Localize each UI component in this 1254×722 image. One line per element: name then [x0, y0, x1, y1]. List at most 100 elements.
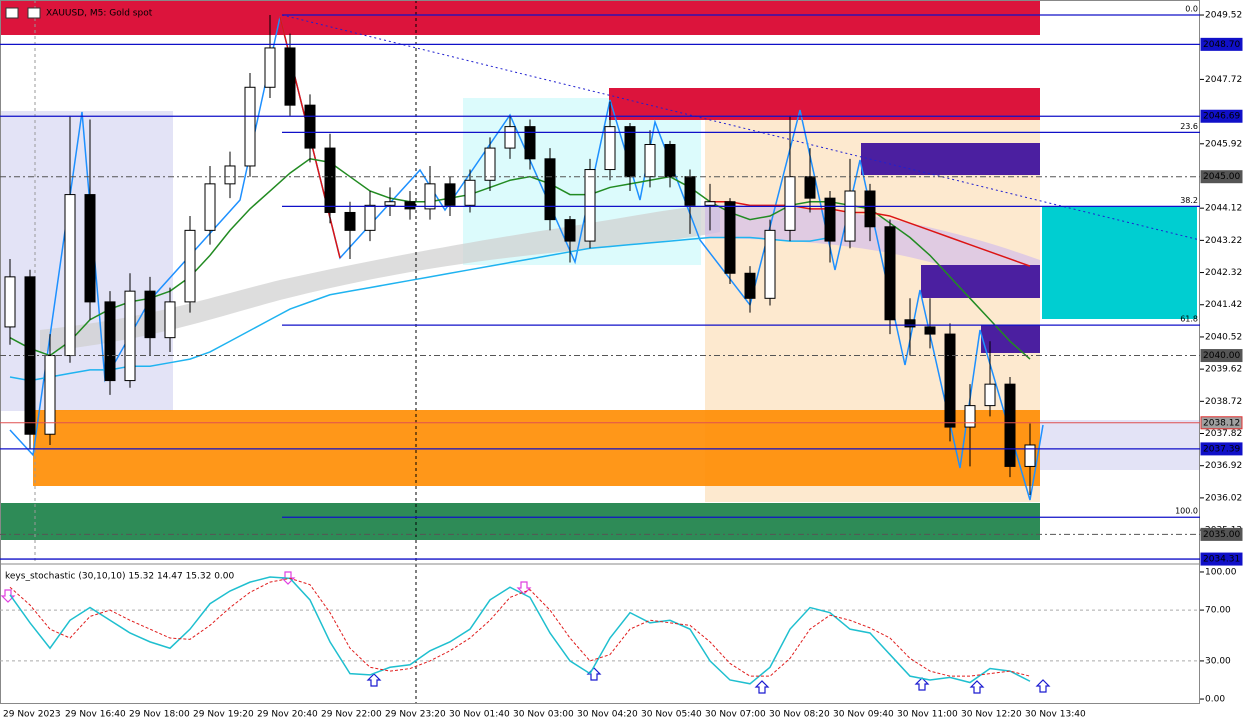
zone [0, 503, 1040, 540]
x-tick-label: 30 Nov 12:20 [961, 710, 1022, 720]
x-tick-label: 30 Nov 13:40 [1025, 710, 1086, 720]
candle-body [604, 126, 616, 171]
candle-body [184, 229, 196, 303]
indicator-title: keys_stochastic (30,10,10) 15.32 14.47 1… [5, 572, 235, 582]
level-box [1200, 552, 1243, 566]
series-line [9, 577, 1031, 677]
x-tick-label: 30 Nov 01:40 [449, 710, 510, 720]
fib-label: 61.8 [1180, 315, 1198, 324]
level-label: 2037.39 [1203, 444, 1240, 454]
y-tick-label: 2038.72 [1205, 397, 1242, 407]
y-tick-label: 2049.52 [1205, 11, 1242, 21]
x-tick-label: 29 Nov 22:00 [321, 710, 382, 720]
x-tick-label: 30 Nov 09:40 [833, 710, 894, 720]
y-tick-label: 2036.02 [1205, 493, 1242, 503]
y-tick-label: 2047.72 [1205, 75, 1242, 85]
fib-label: 23.6 [1180, 122, 1198, 131]
zone [1040, 420, 1200, 470]
y-tick-label: 2040.52 [1205, 332, 1242, 342]
candle-body [64, 194, 76, 357]
fib-label: 38.2 [1180, 196, 1198, 205]
candle-body [424, 183, 436, 210]
candle-body [224, 165, 236, 185]
candle-body [384, 201, 396, 206]
candle-body [364, 204, 376, 231]
x-tick-label: 30 Nov 07:00 [705, 710, 766, 720]
candle-body [484, 147, 496, 181]
zone [1042, 207, 1197, 319]
candle-body [164, 301, 176, 339]
candle-body [624, 126, 636, 178]
y-tick-label: 30.00 [1205, 656, 1231, 666]
candle-body [744, 272, 756, 299]
x-tick-label: 29 Nov 20:40 [257, 710, 318, 720]
candle-body [124, 290, 136, 382]
candle-body [684, 176, 696, 206]
candle-body [664, 144, 676, 178]
arrow-up [1035, 679, 1051, 693]
x-tick-label: 30 Nov 04:20 [577, 710, 638, 720]
zone [33, 410, 1040, 486]
arrow-up [969, 680, 985, 694]
header: XAUUSD, M5: Gold spot [5, 7, 153, 19]
y-tick-label: 2045.92 [1205, 139, 1242, 149]
y-tick-label: 100.00 [1205, 567, 1237, 577]
level-box [1200, 416, 1243, 430]
level-label: 2040.00 [1203, 351, 1240, 361]
candle-body [404, 201, 416, 210]
candle-body [504, 126, 516, 149]
candle-body [204, 183, 216, 231]
candle-body [564, 219, 576, 242]
y-tick-label: 70.00 [1205, 606, 1231, 616]
candle-body [864, 190, 876, 228]
candle-body [824, 197, 836, 242]
arrow-up [754, 680, 770, 694]
zone [921, 265, 1040, 298]
level-label: 2048.70 [1203, 40, 1240, 50]
x-tick-label: 29 Nov 23:20 [385, 710, 446, 720]
candle-body [1024, 444, 1036, 467]
level-label: 2035.00 [1203, 530, 1240, 540]
x-tick-label: 29 Nov 19:20 [193, 710, 254, 720]
y-tick-label: 2036.92 [1205, 461, 1242, 471]
x-tick-label: 29 Nov 18:00 [129, 710, 190, 720]
candle-body [264, 47, 276, 88]
series-line [9, 236, 831, 382]
candle-body [444, 183, 456, 206]
level-label: 2046.69 [1203, 112, 1240, 122]
candle-body [104, 301, 116, 382]
plot-border [0, 0, 1200, 704]
candle-body [544, 158, 556, 221]
candle-body [884, 226, 896, 321]
y-tick-label: 2044.12 [1205, 204, 1242, 214]
icon [5, 7, 19, 19]
level-box [1200, 170, 1243, 184]
level-label: 2045.00 [1203, 172, 1240, 182]
y-tick-label: 2043.22 [1205, 236, 1242, 246]
arrow-down [0, 589, 16, 603]
candle-body [84, 194, 96, 303]
icon [27, 7, 41, 19]
candle-body [524, 126, 536, 160]
level-box [1200, 109, 1243, 123]
level-box [1200, 527, 1243, 541]
level-box [1200, 37, 1243, 51]
candle-body [964, 405, 976, 428]
candle-body [764, 229, 776, 299]
candle-body [44, 355, 56, 435]
candle-body [464, 179, 476, 206]
candle-body [944, 333, 956, 428]
candle-body [304, 104, 316, 149]
x-tick-label: 30 Nov 03:00 [513, 710, 574, 720]
level-box [1200, 349, 1243, 363]
candle-body [724, 201, 736, 274]
fib-label: 0.0 [1185, 5, 1198, 14]
candle-body [904, 319, 916, 328]
y-tick-label: 0.00 [1205, 695, 1225, 705]
fib-label: 100.0 [1175, 507, 1198, 516]
y-tick-label: 2042.32 [1205, 268, 1242, 278]
zone [0, 0, 1040, 35]
zone [861, 143, 1040, 175]
arrow-up [366, 673, 382, 687]
